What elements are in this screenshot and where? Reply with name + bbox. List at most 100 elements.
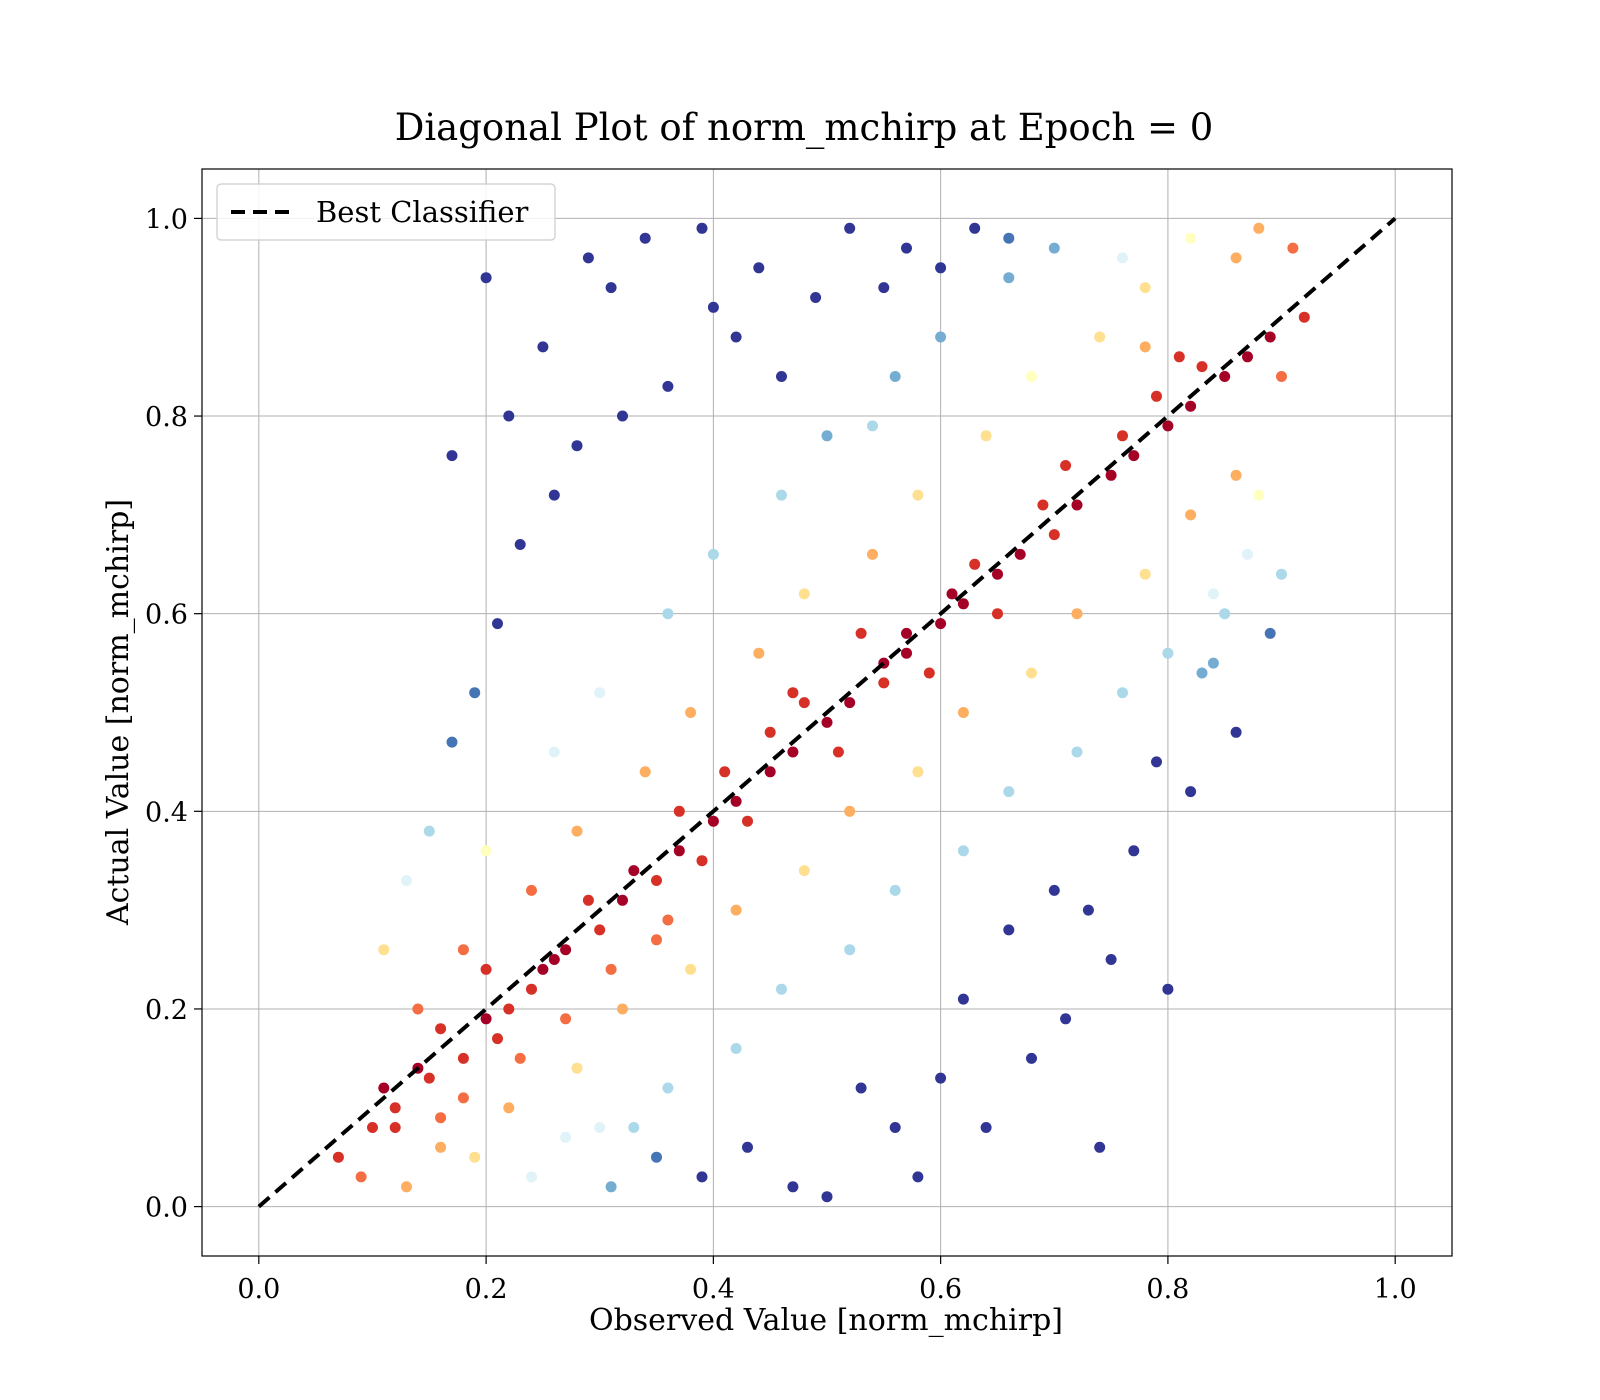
data-point — [719, 766, 731, 778]
data-point — [1219, 371, 1231, 382]
data-point — [457, 1052, 469, 1064]
data-point — [639, 232, 651, 244]
data-point — [401, 1181, 412, 1193]
data-point — [696, 1171, 708, 1183]
x-tick-label: 0.2 — [465, 1274, 508, 1305]
data-point — [787, 746, 799, 758]
data-point — [480, 845, 492, 857]
data-point — [446, 736, 458, 748]
data-point — [935, 618, 947, 630]
data-point — [855, 1082, 867, 1094]
data-point — [776, 983, 787, 995]
data-point — [946, 588, 958, 600]
data-point — [1253, 222, 1265, 234]
data-point — [1071, 746, 1083, 758]
data-point — [889, 371, 901, 382]
data-point — [753, 647, 765, 659]
data-point — [605, 282, 617, 294]
data-point — [957, 845, 969, 857]
data-point — [548, 954, 560, 965]
data-point — [1060, 460, 1072, 471]
data-point — [423, 1072, 435, 1084]
data-point — [423, 825, 435, 837]
data-point — [1242, 548, 1253, 560]
data-point — [1105, 469, 1117, 481]
data-point — [1185, 786, 1197, 798]
data-point — [401, 875, 412, 886]
data-point — [1105, 954, 1117, 965]
data-point — [673, 805, 685, 817]
data-point — [651, 1151, 662, 1163]
data-point — [1151, 390, 1162, 402]
data-point — [457, 1092, 469, 1104]
x-tick-label: 0.6 — [919, 1274, 962, 1305]
data-point — [594, 924, 606, 936]
data-point — [1128, 845, 1140, 857]
data-point — [355, 1171, 367, 1183]
data-point — [514, 1052, 526, 1064]
data-point — [935, 262, 947, 274]
data-point — [1242, 351, 1253, 363]
data-point — [696, 222, 708, 234]
data-point — [332, 1151, 344, 1163]
data-point — [628, 865, 640, 877]
data-point — [1162, 647, 1174, 659]
data-point — [537, 341, 549, 353]
data-point — [1230, 252, 1242, 264]
data-point — [1298, 311, 1310, 323]
data-point — [844, 805, 856, 817]
x-tick-label: 1.0 — [1374, 1274, 1417, 1305]
y-tick-label: 0.0 — [145, 1193, 188, 1224]
data-point — [867, 420, 878, 432]
data-point — [1003, 924, 1015, 936]
data-point — [435, 1023, 447, 1035]
data-point — [378, 1082, 390, 1094]
data-point — [1173, 351, 1185, 363]
data-point — [469, 1151, 481, 1163]
data-point — [1094, 1141, 1106, 1153]
data-point — [912, 766, 924, 778]
data-point — [742, 815, 753, 827]
data-point — [1117, 687, 1128, 699]
best-classifier-line — [257, 216, 1397, 1209]
y-tick-label: 0.4 — [145, 797, 188, 828]
data-point — [912, 1171, 924, 1183]
data-point — [821, 430, 833, 442]
data-point — [1026, 371, 1037, 382]
data-point — [1117, 430, 1128, 442]
data-point — [1196, 361, 1208, 373]
data-point — [685, 707, 697, 718]
data-point — [1230, 469, 1242, 481]
data-point — [560, 1131, 572, 1143]
data-point — [867, 548, 878, 560]
data-point — [878, 677, 890, 689]
data-point — [1117, 252, 1128, 264]
data-point — [707, 301, 719, 313]
data-point — [753, 262, 765, 274]
data-point — [844, 697, 856, 709]
data-point — [662, 1082, 674, 1094]
data-point — [1014, 548, 1026, 560]
data-point — [617, 410, 628, 422]
data-point — [651, 875, 662, 886]
data-point — [639, 766, 651, 778]
data-point — [662, 380, 674, 392]
y-axis-label: Actual Value [norm_mchirp] — [101, 499, 136, 926]
data-point — [798, 588, 810, 600]
data-point — [605, 963, 617, 975]
data-point — [878, 282, 890, 294]
data-point — [1185, 400, 1197, 412]
data-point — [844, 944, 856, 956]
data-point — [889, 884, 901, 896]
data-point — [605, 1181, 617, 1193]
data-point — [582, 894, 594, 906]
data-point — [742, 1141, 753, 1153]
data-point — [651, 934, 662, 946]
data-point — [730, 1043, 742, 1054]
data-point — [935, 331, 947, 343]
data-point — [480, 272, 492, 284]
data-point — [707, 815, 719, 827]
data-point — [1128, 450, 1140, 462]
data-point — [798, 697, 810, 709]
data-point — [367, 1122, 378, 1133]
